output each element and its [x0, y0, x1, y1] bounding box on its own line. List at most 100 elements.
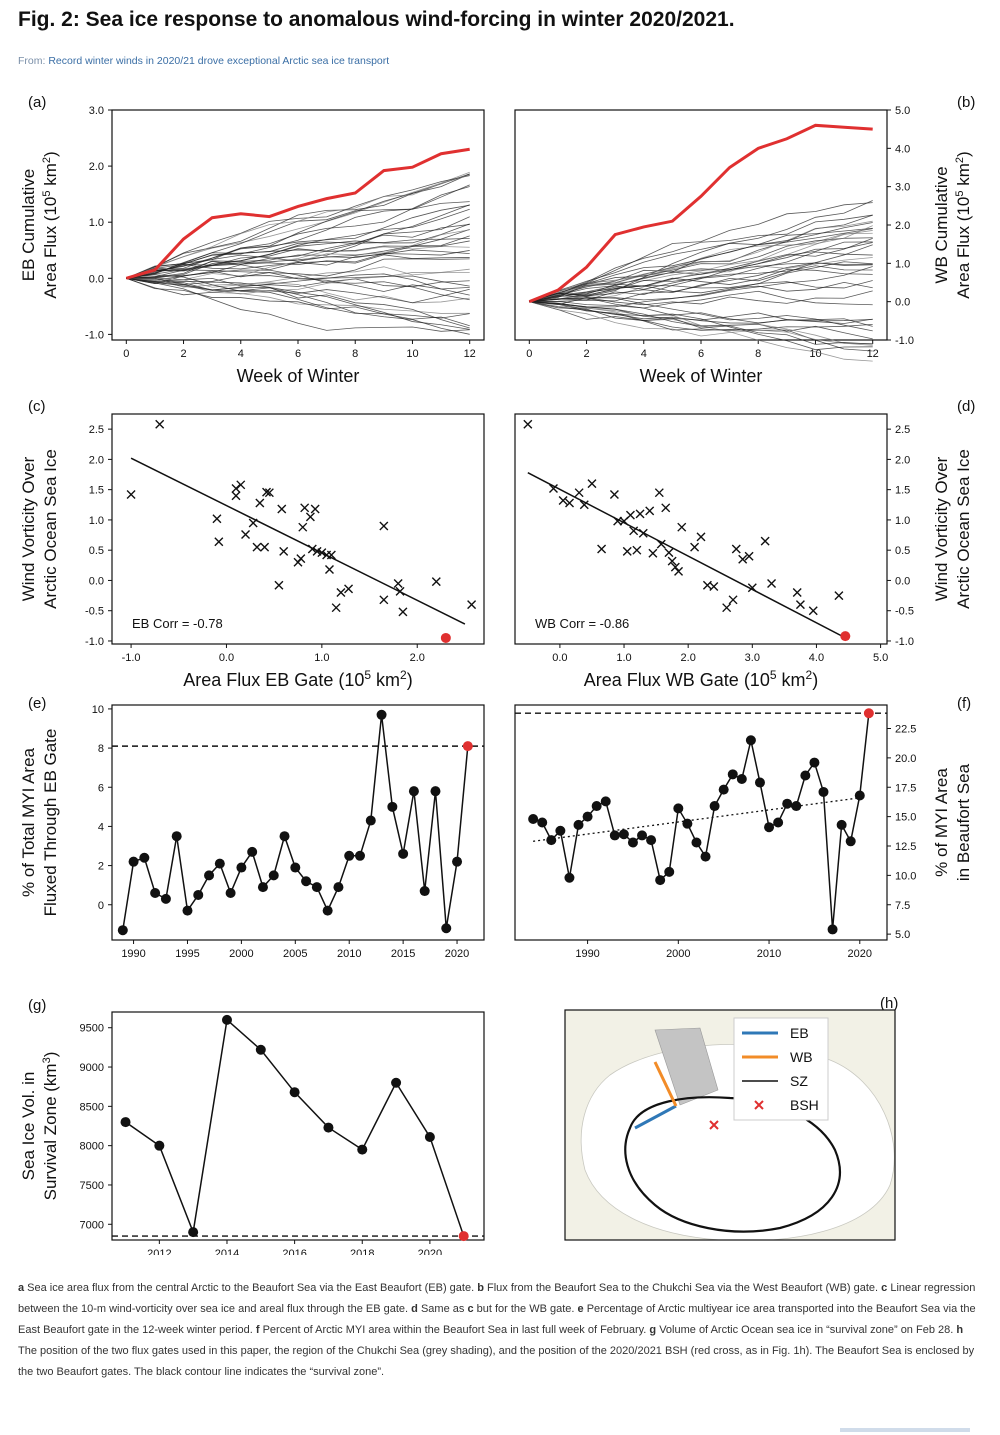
data-point	[225, 888, 236, 898]
ensemble-line	[529, 295, 873, 332]
data-point	[139, 852, 150, 863]
y-tick-label: 9000	[80, 1062, 104, 1074]
scatter-point	[747, 583, 757, 593]
panel-label-g: (g)	[28, 997, 46, 1014]
ensemble-line	[126, 269, 470, 301]
y-tick-label: 9500	[80, 1023, 104, 1035]
highlight-point-2021	[462, 741, 473, 752]
x-axis-title: Area Flux WB Gate (105 km2)	[584, 668, 818, 690]
ensemble-line	[529, 225, 873, 303]
scatter-point	[579, 500, 589, 510]
ensemble-line	[126, 249, 470, 284]
x-tick-label: 3.0	[745, 652, 760, 664]
caption-a: Sea ice area flux from the central Arcti…	[24, 1282, 478, 1294]
data-point	[193, 889, 204, 900]
panel-label-e: (e)	[28, 695, 46, 712]
ensemble-line	[529, 290, 873, 309]
source-label: From:	[18, 55, 49, 67]
plot-frame	[514, 704, 888, 941]
data-point	[537, 817, 548, 828]
data-point	[745, 735, 756, 746]
ensemble-line	[126, 223, 470, 279]
data-point	[582, 811, 593, 822]
highlight-line-2020-21	[528, 123, 873, 304]
scatter-point	[622, 546, 632, 556]
data-point	[754, 777, 765, 788]
scatter-point	[677, 522, 687, 532]
y-axis-title: in Beaufort Sea	[954, 763, 973, 881]
source-link[interactable]: Record winter winds in 2020/21 drove exc…	[48, 55, 390, 67]
x-tick-label: 2010	[757, 948, 781, 960]
x-tick-label: 1995	[175, 948, 199, 960]
chart-a: 0 2 4 6 8 10 12 -1.0 0.0 1.0 2.0 3.0 Week of Winter E…	[19, 105, 485, 386]
data-point	[691, 837, 702, 848]
scatter-point	[248, 518, 258, 528]
ensemble-line	[529, 257, 873, 303]
x-tick-label: 0.0	[552, 652, 567, 664]
y-tick-label: 7000	[80, 1219, 104, 1231]
x-tick-label: 2	[180, 348, 186, 360]
data-point	[128, 856, 139, 867]
legend-box	[733, 1017, 829, 1121]
x-axis-title: Week of Winter	[640, 366, 763, 386]
panel-label-c: (c)	[28, 398, 46, 415]
data-point	[323, 1122, 334, 1133]
data-point	[391, 1077, 402, 1088]
regression-line	[130, 457, 466, 625]
y-tick-label: 1.5	[89, 485, 104, 497]
wb-gate-line	[653, 1061, 678, 1107]
y-tick-label: 8000	[80, 1141, 104, 1153]
ensemble-line	[529, 242, 873, 303]
ensemble-line	[126, 276, 470, 314]
panel-label-b: (b)	[957, 94, 975, 111]
y-axis-title: EB Cumulative	[19, 169, 38, 281]
scatter-point	[574, 488, 584, 498]
caption-d: Same as	[417, 1303, 468, 1315]
x-tick-label: 10	[406, 348, 418, 360]
y-tick-label: 3.0	[89, 105, 104, 117]
data-point	[609, 830, 620, 841]
highlight-point-2021	[863, 708, 874, 719]
y-tick-label: 12.5	[895, 841, 916, 853]
data-point	[311, 882, 322, 893]
ensemble-line	[126, 273, 470, 296]
ensemble-line	[529, 251, 873, 303]
ensemble-line	[529, 301, 873, 322]
ensemble-line	[126, 204, 470, 279]
x-tick-label: 2012	[147, 1248, 171, 1255]
x-tick-label: 2000	[666, 948, 690, 960]
panel-label-d: (d)	[957, 398, 975, 415]
data-point	[836, 819, 847, 830]
ensemble-line	[126, 277, 470, 330]
data-point	[398, 848, 409, 859]
scatter-point	[277, 504, 287, 514]
data-point	[773, 817, 784, 828]
highlight-line-2020-21	[125, 147, 470, 280]
x-tick-label: 4	[238, 348, 244, 360]
scatter-point	[670, 562, 680, 572]
data-point	[182, 905, 193, 916]
data-point	[247, 846, 258, 857]
data-point	[646, 835, 657, 846]
plot-frame	[111, 1011, 485, 1241]
bottom-scroll-bar[interactable]	[840, 1428, 970, 1432]
data-point	[727, 769, 738, 780]
data-point	[700, 851, 711, 862]
scatter-point	[379, 595, 389, 605]
x-tick-label: 0.0	[219, 652, 234, 664]
y-tick-label: 1.5	[895, 485, 910, 497]
x-tick-label: -1.0	[122, 652, 141, 664]
data-point	[188, 1227, 199, 1238]
ensemble-line	[126, 216, 470, 279]
ensemble-line	[126, 175, 470, 279]
y-tick-label: 6	[98, 782, 104, 794]
y-tick-label: 0.0	[89, 273, 104, 285]
data-point	[154, 1140, 165, 1151]
data-point	[236, 862, 247, 873]
data-point	[357, 1144, 368, 1155]
data-point	[800, 770, 811, 781]
correlation-annotation: EB Corr = -0.78	[132, 616, 223, 631]
ensemble-line	[126, 268, 470, 295]
ensemble-line	[529, 301, 873, 352]
caption-key-d: d	[411, 1303, 418, 1315]
